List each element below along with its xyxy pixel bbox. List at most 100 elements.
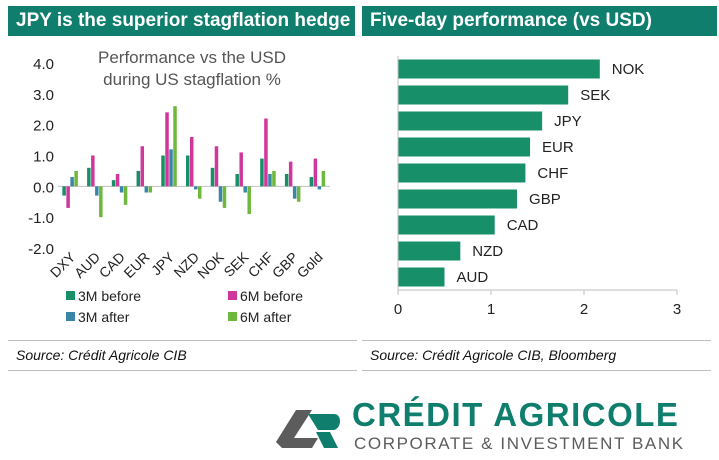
- bar-sek-3m-after: [243, 186, 247, 193]
- right-bottom-divider: [362, 370, 711, 371]
- stagflation-chart: Performance vs the USD during US stagfla…: [28, 48, 330, 325]
- bar-gbp: [398, 189, 518, 209]
- bar-sek-6m-before: [239, 152, 243, 187]
- bar-aud-6m-before: [91, 155, 95, 187]
- bar-gbp-6m-before: [288, 161, 293, 187]
- bar-nzd-3m-after: [194, 186, 198, 190]
- x-tick-label-nok: NOK: [194, 248, 227, 281]
- bar-chf-6m-before: [264, 118, 268, 187]
- chart-title-line-2: during US stagflation %: [103, 70, 281, 89]
- bar-gold-6m-before: [313, 158, 318, 187]
- bar-gold-3m-after: [317, 186, 322, 190]
- bar-eur-3m-after: [144, 186, 149, 193]
- legend-swatch-3m-after: [66, 312, 75, 321]
- bar-dxy-3m-before: [62, 186, 66, 196]
- bar-chf-6m-after: [272, 170, 276, 187]
- bar-gold-6m-after: [321, 170, 326, 187]
- bar-nok-3m-after: [218, 186, 223, 202]
- left-source: Source: Crédit Agricole CIB: [16, 347, 187, 363]
- y-tick-label-1: 3.0: [33, 87, 54, 104]
- x-tick-label-0: 0: [394, 301, 402, 318]
- x-tick-label-2: 2: [580, 301, 588, 318]
- bar-label-aud: AUD: [457, 269, 489, 286]
- y-tick-label-4: 0.0: [33, 179, 54, 196]
- bar-jpy-3m-before: [161, 155, 165, 187]
- y-tick-label-6: -2.0: [28, 241, 54, 258]
- bar-sek-6m-after: [247, 186, 251, 215]
- bar-dxy-3m-after: [70, 177, 74, 187]
- y-tick-label-2: 2.0: [33, 118, 54, 135]
- legend-label-3m-after: 3M after: [78, 309, 130, 325]
- legend-label-6m-before: 6M before: [240, 288, 303, 304]
- bar-sek-3m-before: [235, 174, 239, 187]
- bar-gold-3m-before: [309, 177, 314, 187]
- legend-label-6m-after: 6M after: [240, 309, 292, 325]
- x-tick-label-sek: SEK: [220, 248, 252, 280]
- legend-swatch-6m-after: [228, 312, 237, 321]
- bar-aud: [398, 267, 445, 287]
- bar-cad-3m-before: [111, 180, 116, 187]
- bar-nok-6m-before: [214, 146, 219, 187]
- bar-cad-3m-after: [119, 186, 124, 193]
- right-source-divider: [362, 340, 711, 341]
- right-panel: Five-day performance (vs USD) NOK SEK JPY E…: [362, 0, 719, 378]
- legend-swatch-3m-before: [66, 291, 75, 300]
- bar-chf: [398, 163, 526, 183]
- bar-label-nzd: NZD: [472, 243, 503, 260]
- legend-swatch-6m-before: [228, 291, 237, 300]
- credit-agricole-logo: CRÉDIT AGRICOLE CORPORATE & INVESTMENT B…: [272, 396, 692, 456]
- bar-eur-3m-before: [136, 170, 141, 187]
- bar-eur-6m-after: [148, 186, 153, 193]
- bar-eur-6m-before: [140, 146, 145, 187]
- bar-jpy-3m-after: [169, 149, 173, 187]
- bar-aud-3m-before: [87, 167, 91, 187]
- bar-nok-3m-before: [210, 167, 215, 187]
- bar-cad-6m-before: [115, 174, 120, 187]
- bar-label-gbp: GBP: [529, 191, 561, 208]
- bar-chf-3m-before: [260, 158, 264, 187]
- x-tick-label-aud: AUD: [71, 249, 103, 281]
- x-tick-label-gbp: GBP: [269, 249, 301, 281]
- bar-nok: [398, 59, 600, 79]
- credit-agricole-logo-mark-icon: [276, 410, 340, 448]
- bar-nok-6m-after: [222, 186, 227, 208]
- bar-label-eur: EUR: [542, 139, 574, 156]
- right-panel-header: Five-day performance (vs USD): [362, 6, 717, 36]
- bar-dxy-6m-after: [74, 170, 78, 187]
- bar-cad-6m-after: [123, 186, 128, 205]
- x-tick-label-1: 1: [487, 301, 495, 318]
- bar-label-nok: NOK: [612, 61, 645, 78]
- bar-nzd: [398, 241, 461, 261]
- x-tick-label-jpy: JPY: [148, 248, 178, 278]
- bar-cad: [398, 215, 495, 235]
- y-tick-label-5: -1.0: [28, 210, 54, 227]
- bar-label-cad: CAD: [507, 217, 539, 234]
- bar-aud-6m-after: [99, 186, 103, 218]
- bar-nzd-6m-before: [190, 137, 194, 187]
- bar-gbp-3m-before: [284, 174, 289, 187]
- x-tick-label-gold: Gold: [294, 249, 326, 281]
- x-tick-label-cad: CAD: [96, 249, 128, 281]
- bar-gbp-3m-after: [292, 186, 297, 199]
- bar-eur: [398, 137, 531, 157]
- bar-aud-3m-after: [95, 186, 99, 196]
- bar-chf-3m-after: [268, 174, 272, 187]
- bar-jpy-6m-before: [165, 112, 169, 187]
- right-source: Source: Crédit Agricole CIB, Bloomberg: [370, 347, 617, 363]
- logo-subtitle: CORPORATE & INVESTMENT BANK: [354, 434, 685, 453]
- y-tick-label-3: 1.0: [33, 149, 54, 166]
- bar-sek: [398, 85, 569, 105]
- bar-label-chf: CHF: [537, 165, 568, 182]
- legend-label-3m-before: 3M before: [78, 288, 141, 304]
- bar-label-sek: SEK: [580, 87, 610, 104]
- bar-jpy-6m-after: [173, 106, 177, 187]
- bar-jpy: [398, 111, 543, 131]
- chart-title-line-1: Performance vs the USD: [98, 48, 286, 67]
- bar-nzd-6m-after: [198, 186, 202, 199]
- left-source-divider: [8, 340, 357, 341]
- bar-nzd-3m-before: [186, 155, 190, 187]
- bar-gbp-6m-after: [296, 186, 301, 202]
- left-panel: JPY is the superior stagflation hedge Pe…: [0, 0, 357, 378]
- logo-name: CRÉDIT AGRICOLE: [352, 396, 680, 433]
